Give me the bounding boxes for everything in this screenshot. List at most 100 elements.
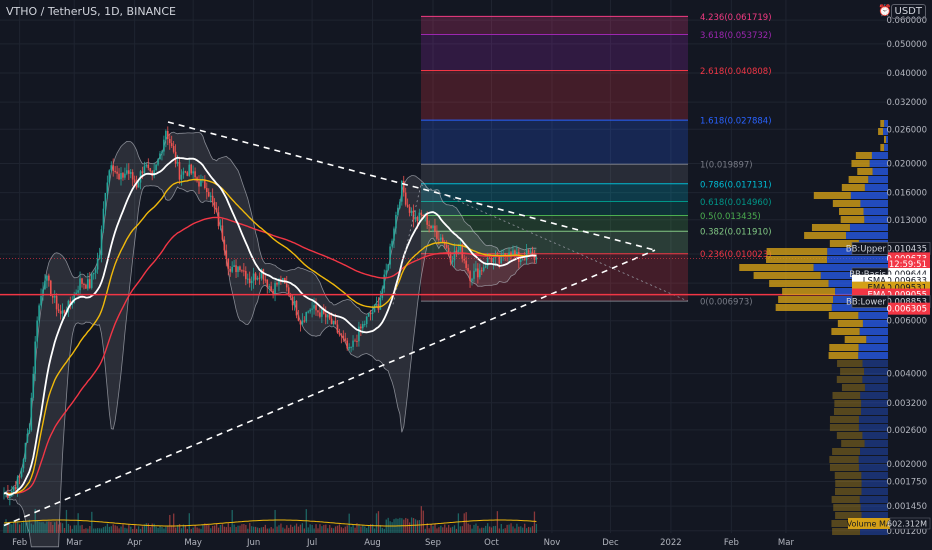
volume-profile-buy: [859, 496, 888, 503]
volume-bar: [67, 523, 70, 533]
price-label-name: BB:Lower: [846, 298, 886, 308]
volume-bar: [383, 528, 385, 533]
candle-body: [272, 290, 274, 294]
candle: [360, 323, 362, 337]
candle-body: [46, 275, 48, 281]
candle: [85, 283, 87, 290]
volume-bar: [535, 523, 538, 533]
candle-body: [61, 310, 64, 314]
candle: [352, 335, 354, 351]
time-tick-label: Nov: [544, 538, 561, 548]
candle-body: [500, 254, 503, 264]
volume-bar: [167, 525, 169, 533]
volume-bar: [389, 521, 391, 533]
candle: [42, 282, 44, 301]
candle-body: [348, 346, 350, 349]
volume-bar: [448, 524, 450, 533]
candle-body: [81, 278, 83, 284]
volume-bars: [3, 506, 538, 533]
candle: [453, 243, 456, 268]
volume-bar: [342, 528, 344, 533]
candle-body: [83, 283, 85, 285]
candle-body: [354, 340, 356, 342]
volume-bar: [301, 523, 304, 533]
candle-body: [397, 207, 399, 215]
candle: [34, 336, 36, 382]
candle-body: [291, 296, 294, 306]
candle-body: [163, 139, 165, 152]
volume-bar: [276, 526, 278, 533]
volume-bar: [134, 524, 136, 533]
volume-bar: [173, 513, 175, 533]
candle: [159, 151, 161, 160]
volume-profile-sell: [829, 344, 859, 351]
candle: [28, 423, 31, 435]
volume-bar: [358, 524, 360, 533]
bb-fill: [4, 132, 537, 547]
candle-body: [504, 253, 506, 256]
volume-bar: [313, 528, 315, 533]
candle: [512, 245, 514, 257]
volume-bar: [7, 522, 9, 533]
candle-body: [379, 297, 382, 310]
candle: [190, 163, 192, 176]
volume-bar: [286, 525, 288, 533]
volume-bar: [319, 524, 321, 533]
candle-body: [438, 238, 440, 240]
volume-bar: [451, 526, 454, 533]
volume-profile-sell: [813, 192, 851, 199]
candle-body: [342, 335, 345, 339]
candle: [441, 234, 444, 244]
candle-body: [406, 204, 409, 207]
volume-bar: [151, 523, 153, 533]
candle: [145, 162, 148, 168]
candle-body: [180, 174, 183, 180]
candle: [319, 306, 321, 319]
candle-body: [108, 170, 111, 183]
volume-bar: [299, 524, 302, 533]
volume-profile-buy: [858, 416, 888, 423]
volume-bar: [272, 528, 274, 533]
candle-body: [490, 258, 493, 263]
volume-profile-buy: [886, 136, 888, 143]
volume-bar: [227, 523, 229, 533]
candle: [245, 266, 247, 286]
candle-body: [393, 228, 395, 241]
candle-body: [356, 340, 358, 342]
candle: [198, 175, 200, 195]
price-tick-label: 0.004000: [886, 370, 927, 380]
volume-profile-sell: [878, 128, 884, 135]
volume-bar: [163, 528, 165, 533]
volume-bar: [262, 526, 265, 533]
volume-bar: [110, 526, 112, 533]
candle-body: [198, 181, 200, 187]
volume-profile-buy: [858, 352, 888, 359]
volume-profile-sell: [832, 392, 861, 399]
price-tick-label: 0.032000: [886, 98, 927, 108]
volume-bar: [366, 527, 368, 533]
volume-bar: [430, 524, 432, 533]
candle-body: [385, 270, 387, 275]
ema-slow-line: [4, 216, 537, 495]
volume-profile-sell: [753, 272, 821, 279]
candle: [81, 277, 83, 288]
candle-body: [323, 309, 325, 314]
volume-bar: [364, 526, 366, 533]
candle-body: [418, 212, 421, 221]
volume-bar: [461, 526, 463, 533]
volume-bar: [346, 525, 348, 533]
candle: [22, 458, 25, 473]
volume-bar: [527, 526, 530, 533]
volume-bar: [233, 524, 235, 533]
currency-selector[interactable]: USDT: [890, 4, 926, 19]
candle-body: [447, 247, 450, 255]
alarm-clock-icon[interactable]: ⏰: [878, 5, 892, 17]
volume-bar: [81, 524, 83, 533]
candle-body: [92, 272, 95, 275]
volume-bar: [13, 520, 15, 533]
price-tick-label: 0.016000: [886, 189, 927, 199]
volume-profile-buy: [846, 232, 888, 239]
volume-bar: [26, 522, 29, 533]
price-label-value: 0.008853: [886, 298, 927, 308]
